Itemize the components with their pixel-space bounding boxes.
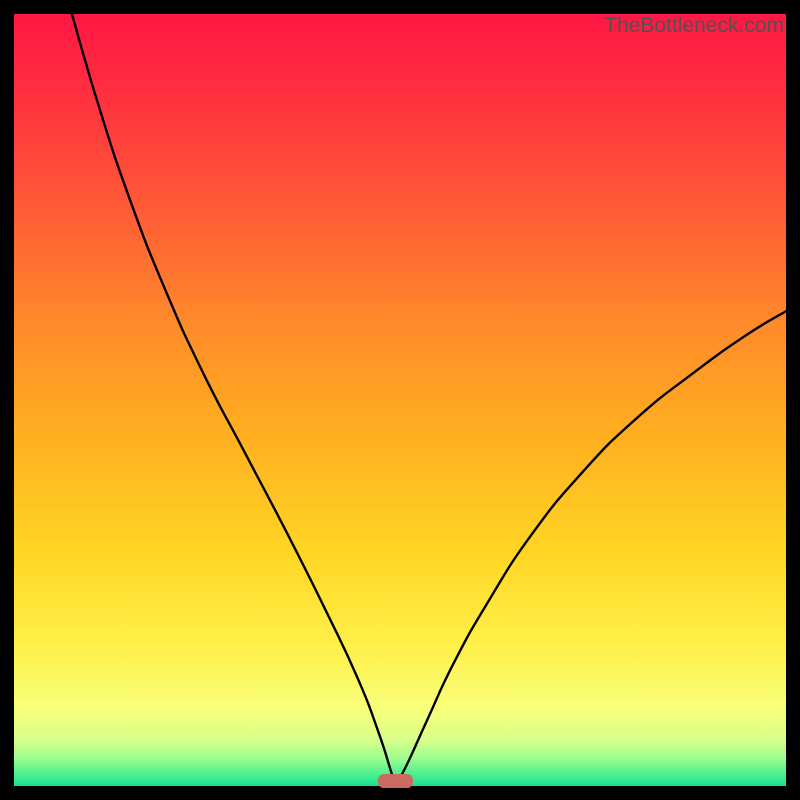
bottleneck-curve: [14, 14, 786, 786]
outer-frame: TheBottleneck.com: [0, 0, 800, 800]
curve-right-branch: [395, 311, 786, 786]
source-watermark: TheBottleneck.com: [604, 14, 784, 38]
optimum-marker: [378, 774, 413, 788]
curve-left-branch: [72, 14, 395, 786]
